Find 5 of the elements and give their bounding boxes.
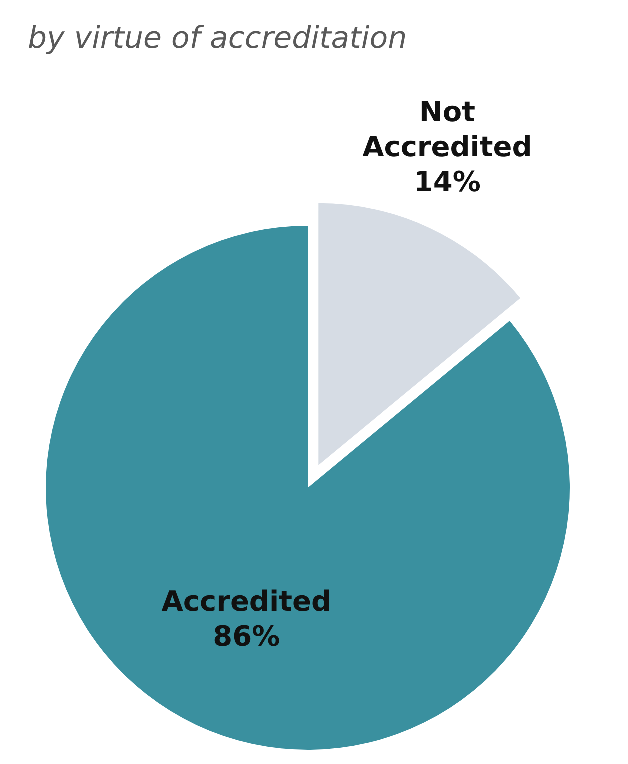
data-label: 86% (213, 620, 280, 653)
data-label: 14% (414, 166, 481, 199)
chart-title: by virtue of accreditation (28, 21, 408, 56)
slice-label: Not Accredited (362, 96, 532, 164)
slice-label: Accredited (162, 584, 332, 618)
